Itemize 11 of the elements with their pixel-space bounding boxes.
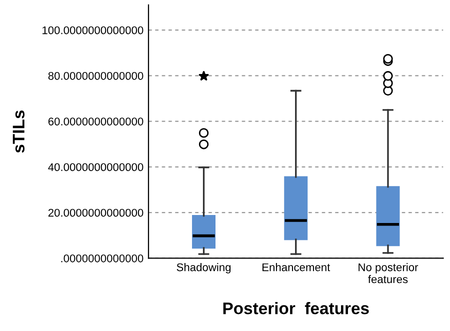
y-axis-title: sTILs [12,110,25,153]
x-tick-label: No posterior features [358,263,418,284]
y-tick-label: 40.0000000000000 [48,163,144,172]
x-axis-title: Posterior features [223,302,369,314]
y-tick-label: 60.0000000000000 [48,118,144,126]
y-tick-label: 80.0000000000000 [48,72,144,80]
x-tick-label: Enhancement [262,263,330,272]
x-tick-label: Shadowing [176,263,231,274]
y-tick-label: .0000000000000 [61,254,144,262]
y-tick-label: 100.0000000000000 [42,26,144,34]
y-tick-label: 20.0000000000000 [48,208,144,217]
